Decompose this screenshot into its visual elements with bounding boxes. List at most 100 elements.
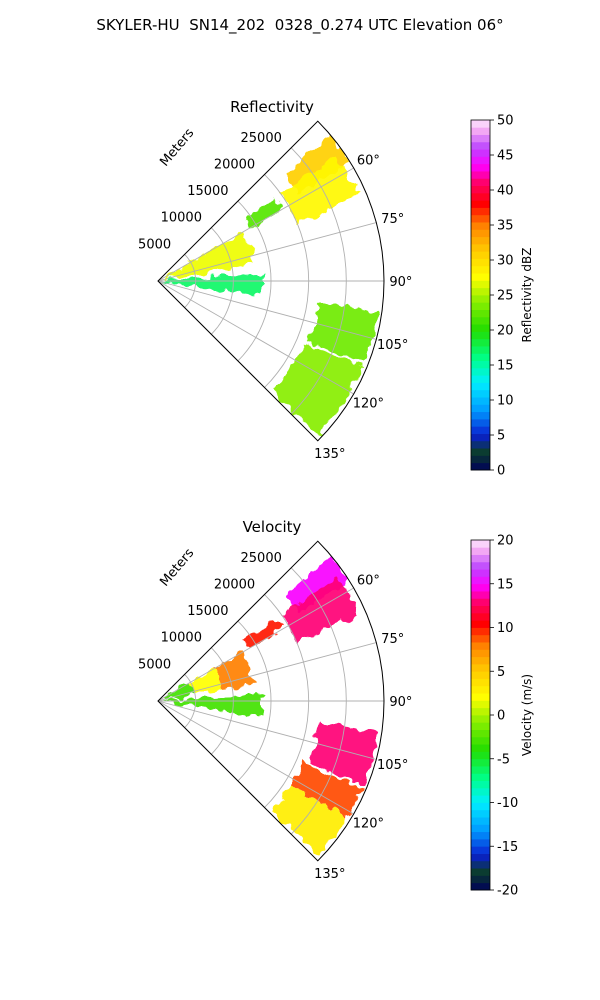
colorbar-segment (471, 605, 490, 614)
colorbar-label-reflectivity: Reflectivity dBZ (520, 248, 534, 343)
colorbar-segment (471, 729, 490, 738)
page-title: SKYLER-HU SN14_202 0328_0.274 UTC Elevat… (96, 16, 504, 34)
colorbar-segment (471, 838, 490, 847)
echo-region (244, 198, 282, 229)
azimuth-tick-label: 90° (389, 695, 412, 710)
colorbar-segment (471, 120, 490, 128)
colorbar-segment (471, 200, 490, 208)
colorbar-segment (471, 134, 490, 143)
colorbar-segment (471, 375, 490, 383)
colorbar-segment (471, 685, 490, 694)
azimuth-tick-label: 105° (377, 338, 408, 353)
azimuth-spoke (157, 587, 354, 702)
panel-title-velocity: Velocity (243, 518, 302, 536)
colorbar-tick-label: 10 (497, 621, 514, 636)
colorbar-segment (471, 736, 490, 745)
colorbar-segment (471, 598, 490, 607)
colorbar-segment (471, 360, 490, 369)
colorbar-segment (471, 280, 490, 289)
colorbar-segment (471, 243, 490, 252)
colorbar-segment (471, 440, 490, 449)
colorbar-segment (471, 353, 490, 362)
colorbar-segment (471, 722, 490, 730)
range-tick-label: 5000 (138, 657, 171, 672)
colorbar-segment (471, 302, 490, 310)
sector-frame (157, 540, 385, 862)
azimuth-spoke (157, 280, 354, 395)
colorbar-segment (471, 141, 490, 150)
colorbar-segment (471, 824, 490, 833)
colorbar-tick-label: -15 (497, 840, 518, 855)
colorbar-segment (471, 634, 490, 643)
colorbar-segment (471, 780, 490, 789)
colorbar-segment (471, 171, 490, 179)
echo-region (271, 342, 363, 436)
colorbar-segment (471, 831, 490, 840)
colorbar-segment (471, 397, 490, 405)
azimuth-tick-label: 60° (357, 574, 380, 589)
colorbar-segment (471, 583, 490, 592)
echo-region (281, 155, 360, 223)
azimuth-spoke (157, 167, 354, 282)
colorbar-tick-label: 35 (497, 219, 514, 234)
colorbar-tick-label: 25 (497, 289, 514, 304)
sector-frame (157, 120, 385, 442)
colorbar-segment (471, 418, 490, 427)
colorbar-segment (471, 627, 490, 636)
colorbar-segment (471, 802, 490, 811)
colorbar-segment (471, 787, 490, 796)
azimuth-tick-label: 120° (353, 397, 384, 412)
azimuth-tick-label: 60° (357, 154, 380, 169)
reflectivity-colorbar: 0 5 10 15 20 25 30 35 40 45 50 (470, 114, 514, 479)
colorbar-segment (471, 331, 490, 340)
echo-region (292, 762, 363, 819)
colorbar-segment (471, 853, 490, 862)
colorbar-segment (471, 127, 490, 135)
colorbar-segment (471, 462, 490, 471)
range-tick-label: 25000 (241, 131, 282, 146)
range-axis-label: Meters (157, 546, 197, 590)
colorbar-tick-label: 5 (497, 429, 505, 444)
colorbar-segment (471, 156, 490, 165)
echo-region (308, 723, 379, 785)
colorbar-segment (471, 214, 490, 223)
azimuth-spoke (157, 280, 377, 340)
colorbar-tick-label: 30 (497, 254, 514, 269)
colorbar-segment (471, 324, 490, 332)
echo-region (281, 575, 360, 643)
reflectivity-panel: Reflectivity 60° 75° 90° 105° 120° 135° 5000 10… (138, 98, 534, 479)
range-tick-label: 25000 (241, 551, 282, 566)
azimuth-tick-label: 120° (353, 817, 384, 832)
colorbar-segment (471, 678, 490, 687)
azimuth-tick-label: 105° (377, 758, 408, 773)
colorbar-segment (471, 404, 490, 413)
colorbar-segment (471, 547, 490, 555)
colorbar-tick-label: -10 (497, 796, 518, 811)
colorbar-segment (471, 693, 490, 701)
azimuth-tick-label: 135° (314, 867, 345, 882)
colorbar-segment (471, 185, 490, 194)
range-tick-label: 10000 (161, 631, 202, 646)
colorbar-segment (471, 649, 490, 658)
colorbar-segment (471, 163, 490, 172)
colorbar-segment (471, 295, 490, 303)
colorbar-segment (471, 860, 490, 869)
colorbar-tick-label: 20 (497, 324, 514, 339)
colorbar-segment (471, 338, 490, 347)
echo-region (308, 303, 379, 365)
colorbar-segment (471, 773, 490, 782)
colorbar-segment (471, 265, 490, 274)
azimuth-spoke (157, 642, 377, 702)
colorbar-segment (471, 346, 490, 354)
range-axis-label: Meters (157, 126, 197, 170)
colorbar-segment (471, 569, 490, 577)
range-tick-label: 20000 (214, 158, 255, 173)
colorbar-segment (471, 700, 490, 709)
colorbar-tick-label: -5 (497, 752, 510, 767)
colorbar-segment (471, 817, 490, 825)
colorbar-segment (471, 192, 490, 201)
colorbar-segment (471, 671, 490, 679)
colorbar-segment (471, 178, 490, 187)
azimuth-tick-label: 75° (381, 212, 404, 227)
